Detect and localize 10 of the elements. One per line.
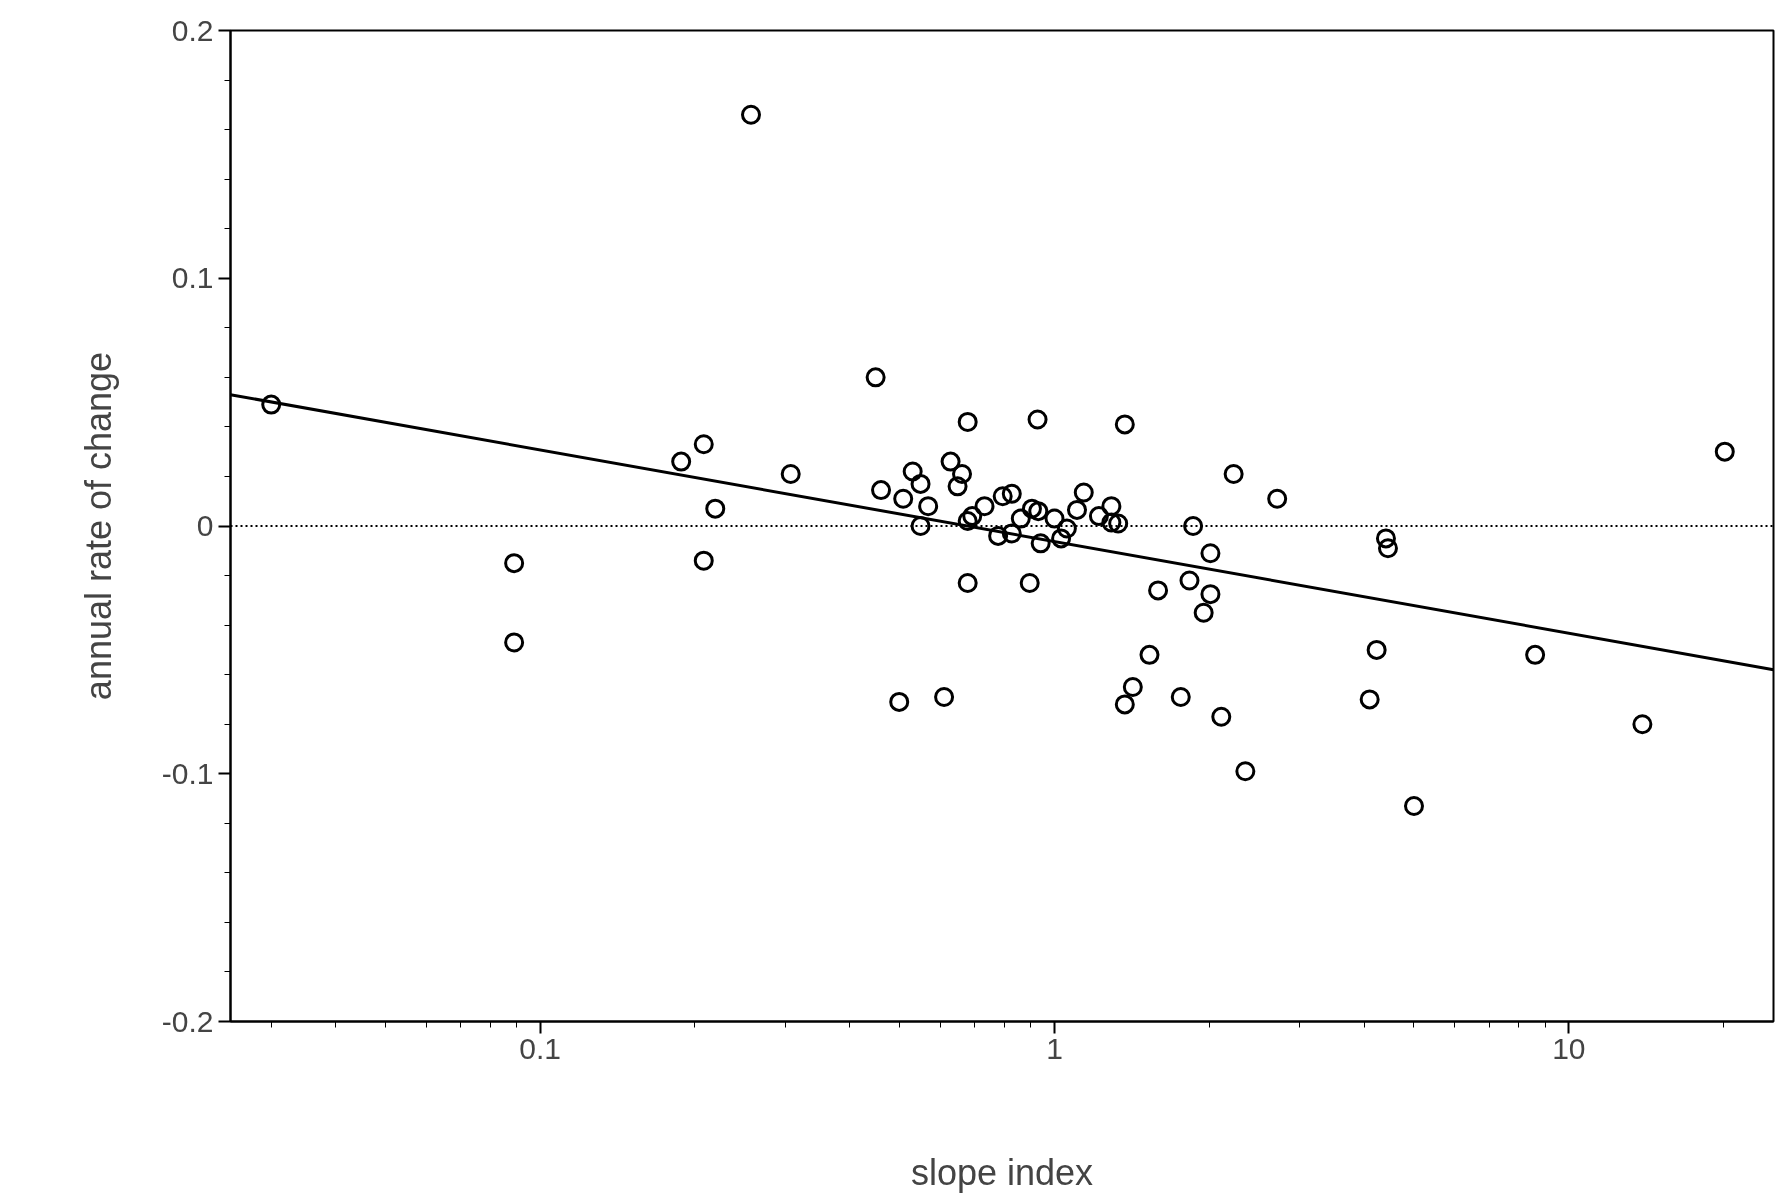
x-axis-title: slope index [910,1151,1094,1193]
x-tick-label: 1 [1046,1031,1063,1065]
y-axis-title: annual rate of change [77,351,119,701]
x-tick-label: 0.1 [519,1031,562,1065]
y-tick-label: -0.1 [161,756,214,790]
y-tick-label: 0.2 [171,13,214,47]
x-tick-label: 10 [1552,1031,1586,1065]
y-tick-label: 0.1 [171,261,214,295]
y-tick-label: -0.2 [161,1004,214,1038]
y-tick-label: 0 [196,509,214,542]
